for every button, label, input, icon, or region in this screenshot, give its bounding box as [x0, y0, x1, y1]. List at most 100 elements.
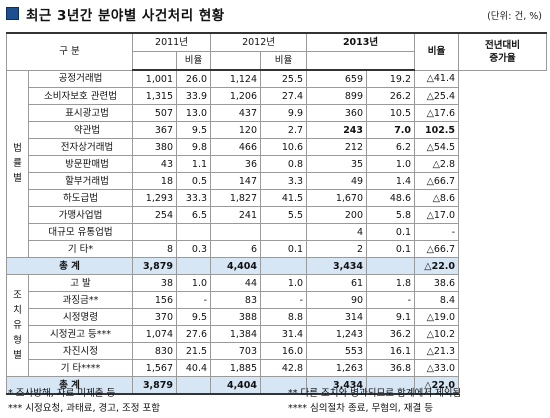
- ratio-2012: [260, 223, 308, 241]
- header-category: 구 분: [6, 32, 133, 71]
- row-label: 공정거래법: [28, 69, 133, 88]
- value-2012: 36: [210, 155, 262, 173]
- row-label: 과징금**: [28, 291, 133, 309]
- ratio-2012: 31.4: [260, 325, 308, 343]
- ratio-2013: 10.5: [366, 104, 416, 122]
- value-2011: 1,567: [132, 359, 177, 377]
- ratio-2012: 10.6: [260, 138, 308, 156]
- value-2013: 200: [306, 206, 368, 224]
- table-row: 대규모 유통업법 4 0.1-: [7, 223, 547, 241]
- ratio-2013: 9.1: [366, 308, 416, 326]
- total-2011-ratio: [175, 257, 212, 275]
- value-2011: 1,315: [132, 87, 177, 105]
- change-rate: -: [414, 223, 460, 241]
- value-2011: 254: [132, 206, 177, 224]
- value-2013: 1,670: [306, 189, 368, 207]
- ratio-2012: 16.0: [260, 342, 308, 360]
- title-square-icon: [6, 7, 19, 20]
- group-action: 조치 유형 별: [6, 274, 29, 377]
- header-2012: 2012년: [210, 32, 308, 52]
- value-2011: 43: [132, 155, 177, 173]
- ratio-2011: 26.0: [175, 69, 212, 88]
- table-row: 전자상거래법 380 9.8 466 10.6 212 6.2 △54.5: [7, 138, 547, 156]
- row-label: 전자상거래법: [28, 138, 133, 156]
- value-2011: 1,001: [132, 69, 177, 88]
- total-2012-ratio: [260, 257, 308, 275]
- ratio-2012: 41.5: [260, 189, 308, 207]
- ratio-2012: 5.5: [260, 206, 308, 224]
- note-4: **** 심의절차 종료, 무혐의, 재결 등: [288, 403, 434, 414]
- value-2011: 38: [132, 274, 177, 292]
- table-row: 표시광고법 507 13.0 437 9.9 360 10.5 △17.6: [7, 104, 547, 122]
- value-2011: 18: [132, 172, 177, 190]
- value-2011: 1,074: [132, 325, 177, 343]
- page-title: 최근 3년간 분야별 사건처리 현황: [26, 8, 225, 24]
- value-2013: 4: [306, 223, 368, 241]
- ratio-2012: 3.3: [260, 172, 308, 190]
- total-2012: 4,404: [210, 376, 262, 395]
- ratio-2013: 26.2: [366, 87, 416, 105]
- group-action-text: 유형: [13, 320, 22, 346]
- ratio-2012: 0.8: [260, 155, 308, 173]
- group-law-text: 별: [13, 173, 22, 185]
- change-rate: △25.4: [414, 87, 460, 105]
- value-2012: 1,206: [210, 87, 262, 105]
- row-label: 시정명령: [28, 308, 133, 326]
- group-action-text: 조치: [13, 290, 22, 316]
- total-change: △22.0: [414, 376, 460, 395]
- value-2011: 507: [132, 104, 177, 122]
- table-row: 기 타**** 1,567 40.4 1,885 42.8 1,263 36.8 △33.0: [7, 359, 547, 377]
- total-2011: 3,879: [132, 376, 177, 395]
- value-2012: 1,885: [210, 359, 262, 377]
- value-2012: [210, 223, 262, 241]
- header-change-line2: 증가율: [489, 52, 516, 64]
- value-2013: 61: [306, 274, 368, 292]
- total-row: 총 계 3,879 4,404 3,434 △22.0: [6, 257, 547, 275]
- value-2013: 1,263: [306, 359, 368, 377]
- value-2012: 120: [210, 121, 262, 139]
- change-rate: 8.4: [414, 291, 460, 309]
- change-rate: △33.0: [414, 359, 460, 377]
- total-label: 총 계: [6, 257, 133, 275]
- ratio-2013: 1.4: [366, 172, 416, 190]
- total-2013: 3,434: [306, 376, 368, 395]
- value-2011: 1,293: [132, 189, 177, 207]
- ratio-2011: -: [175, 291, 212, 309]
- total-label: 총 계: [6, 376, 133, 395]
- ratio-2013: 6.2: [366, 138, 416, 156]
- value-2012: 1,384: [210, 325, 262, 343]
- ratio-2011: 13.0: [175, 104, 212, 122]
- change-rate: △8.6: [414, 189, 460, 207]
- note-1: * 조사방해, 자료 미제출 등: [8, 388, 116, 399]
- ratio-2013: 1.8: [366, 274, 416, 292]
- ratio-2012: 1.0: [260, 274, 308, 292]
- row-label: 가맹사업법: [28, 206, 133, 224]
- ratio-2011: 1.1: [175, 155, 212, 173]
- value-2013: 212: [306, 138, 368, 156]
- group-law-text: 법: [13, 143, 22, 155]
- note-3: *** 시정요청, 과태료, 경고, 조정 포함: [8, 403, 161, 414]
- value-2013: 1,243: [306, 325, 368, 343]
- value-2012: 466: [210, 138, 262, 156]
- ratio-2013: 7.0: [366, 121, 416, 139]
- ratio-2011: 27.6: [175, 325, 212, 343]
- ratio-2013: 36.2: [366, 325, 416, 343]
- value-2011: 156: [132, 291, 177, 309]
- change-rate: 38.6: [414, 274, 460, 292]
- ratio-2013: 5.8: [366, 206, 416, 224]
- table-row: 조치 유형 별 고 발 38 1.0 44 1.0 61 1.8 38.6: [6, 274, 547, 377]
- group-law-text: 률: [13, 158, 22, 170]
- value-2011: [132, 223, 177, 241]
- change-rate: △66.7: [414, 240, 460, 258]
- header-row-2: 비율 비율: [7, 51, 547, 71]
- change-rate: △41.4: [414, 69, 460, 88]
- table-row: 약관법 367 9.5 120 2.7 243 7.0 102.5: [7, 121, 547, 139]
- change-rate: △2.8: [414, 155, 460, 173]
- ratio-2013: 0.1: [366, 240, 416, 258]
- change-rate: △19.0: [414, 308, 460, 326]
- row-label: 기 타*: [28, 240, 133, 258]
- ratio-2011: 1.0: [175, 274, 212, 292]
- table-row: 할부거래법 18 0.5 147 3.3 49 1.4 △66.7: [7, 172, 547, 190]
- ratio-2012: 0.1: [260, 240, 308, 258]
- ratio-2013: 48.6: [366, 189, 416, 207]
